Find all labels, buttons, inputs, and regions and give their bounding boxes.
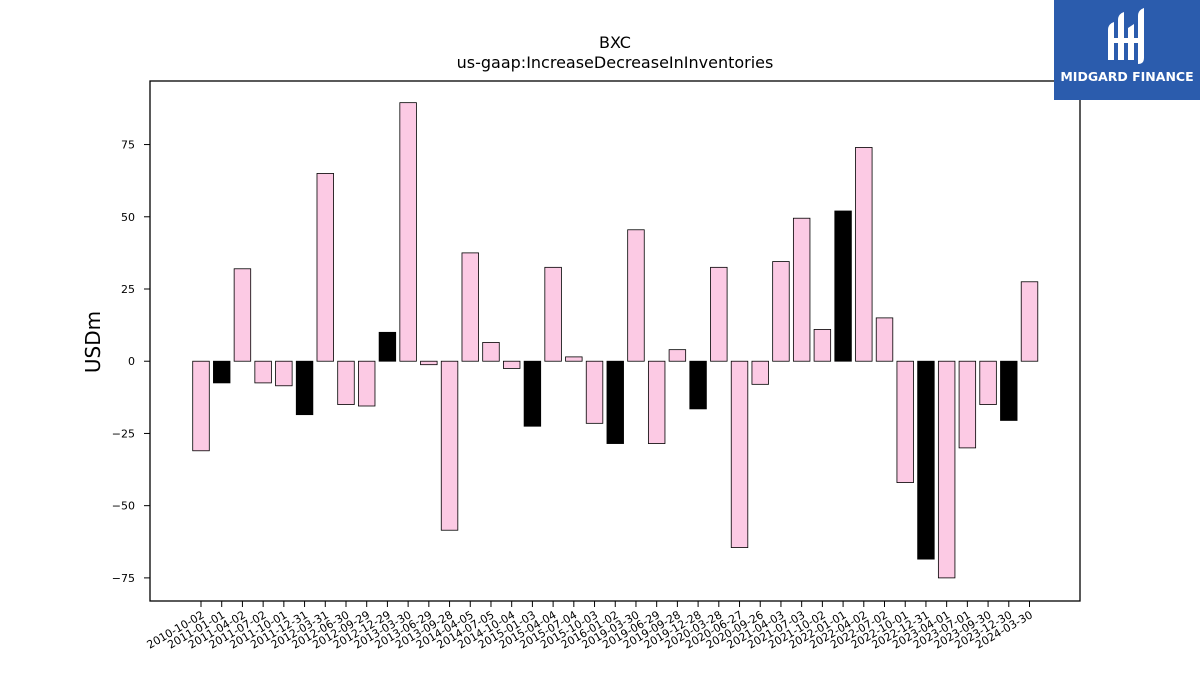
bar-2011-07-02 (254, 360, 272, 384)
bar-2015-01-03 (523, 360, 542, 427)
midgard-finance-logo: MIDGARD FINANCE (1054, 0, 1200, 100)
bar-2022-01-01 (834, 210, 852, 362)
y-tick-label: −50 (112, 500, 135, 513)
bar-2023-09-30 (979, 360, 997, 405)
bar-2019-09-28 (668, 349, 687, 362)
bar-2021-04-03 (772, 261, 790, 362)
bar-2012-12-29 (378, 331, 397, 362)
y-tick-label: 25 (121, 283, 135, 296)
bar-2011-10-01 (275, 360, 293, 387)
bar-2020-06-27 (730, 360, 749, 548)
chart-subtitle: us-gaap:IncreaseDecreaseInInventories (457, 53, 774, 72)
bar-2014-07-05 (482, 342, 500, 362)
y-tick-label: 75 (121, 139, 135, 152)
bar-2023-12-30 (1000, 360, 1018, 421)
bar-2020-03-28 (710, 266, 728, 362)
y-tick-label: 0 (128, 355, 135, 368)
bar-2021-07-03 (792, 217, 811, 362)
bar-2012-06-30 (337, 360, 355, 405)
bar-2010-10-02 (192, 360, 210, 452)
bar-2013-06-29 (420, 360, 438, 366)
bar-2014-04-05 (461, 252, 479, 362)
bar-2023-07-01 (958, 360, 977, 449)
bar-2022-04-02 (855, 147, 873, 362)
bar-2015-07-04 (565, 356, 583, 362)
bar-2023-04-01 (937, 360, 956, 579)
bar-2011-04-02 (233, 268, 252, 362)
bar-2022-07-02 (875, 317, 894, 362)
bar-2013-09-28 (440, 360, 459, 531)
y-tick-label: −25 (112, 427, 135, 440)
bar-2021-10-02 (813, 329, 832, 362)
bar-2019-06-29 (647, 360, 666, 444)
bar-2024-03-30 (1020, 281, 1039, 362)
bar-2015-04-04 (544, 266, 562, 362)
bar-2011-12-31 (295, 360, 314, 416)
plot-frame (149, 80, 1081, 602)
bar-2022-10-01 (896, 360, 914, 483)
bar-2020-09-26 (751, 360, 769, 385)
bar-2019-03-30 (627, 229, 645, 362)
bar-2012-03-31 (316, 173, 334, 362)
bar-2019-12-28 (689, 360, 707, 410)
bar-2022-12-31 (917, 360, 935, 560)
y-tick-label: 50 (121, 211, 135, 224)
bar-2016-01-02 (606, 360, 624, 444)
bar-2015-10-03 (585, 360, 604, 424)
midgard-logo-mark-icon (1108, 8, 1144, 64)
chart-title: BXC (599, 33, 631, 52)
bar-2013-03-30 (399, 102, 417, 362)
bar-2011-01-01 (213, 360, 231, 384)
y-axis-label: USDm (81, 311, 105, 373)
bar-2014-10-04 (502, 360, 521, 369)
y-tick-label: −75 (112, 572, 135, 585)
bar-2012-09-29 (358, 360, 376, 407)
logo-text: MIDGARD FINANCE (1060, 69, 1194, 84)
